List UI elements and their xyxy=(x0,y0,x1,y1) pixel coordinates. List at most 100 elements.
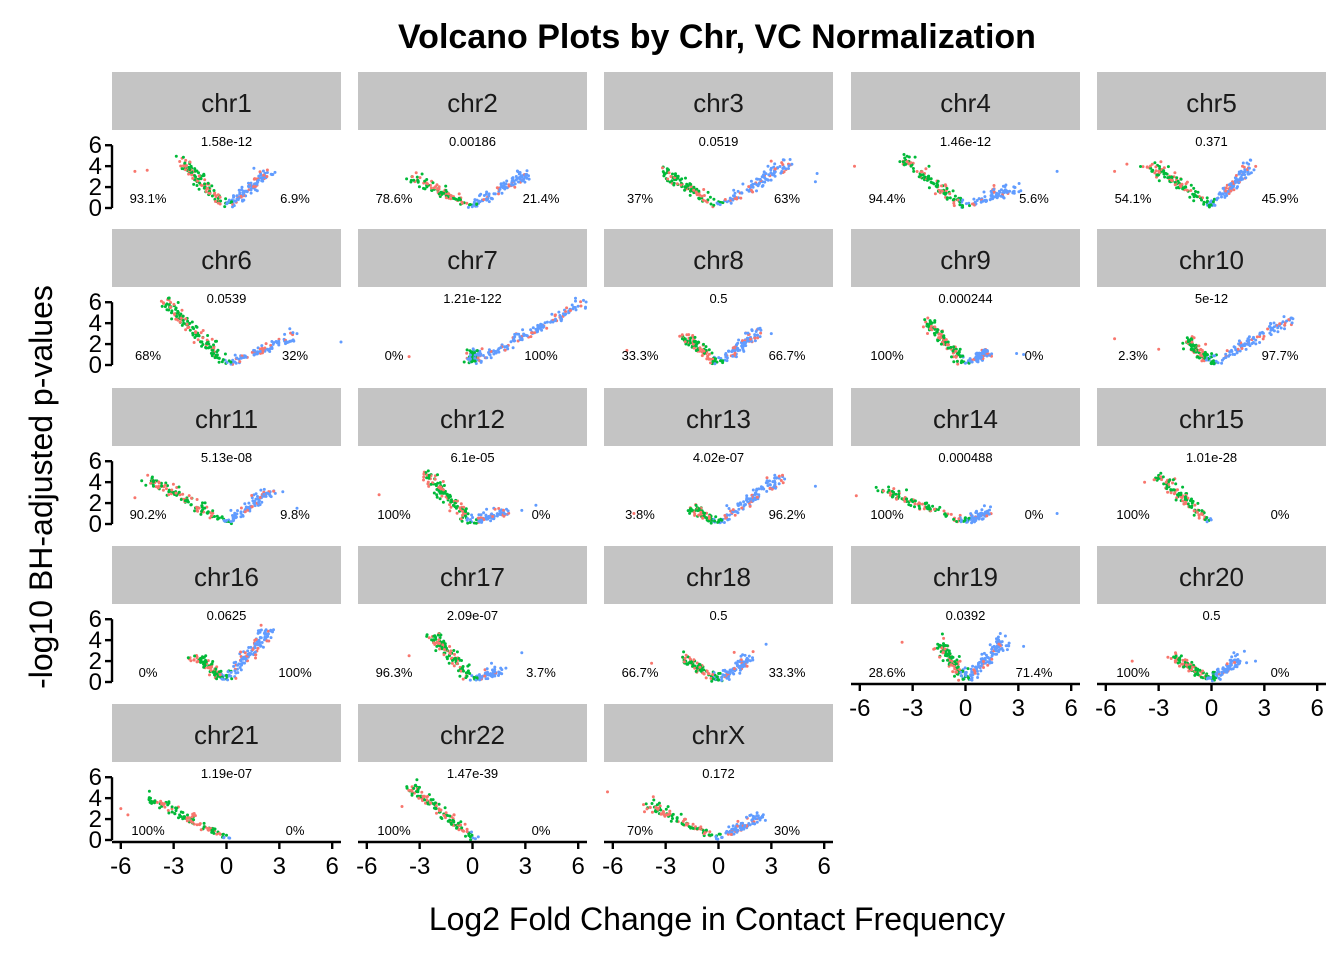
x-tick-label: 3 xyxy=(1012,695,1025,722)
data-point xyxy=(656,807,660,811)
data-point xyxy=(945,343,949,347)
x-tick-label: 0 xyxy=(712,853,725,880)
data-point xyxy=(272,489,276,493)
data-point xyxy=(243,651,247,655)
data-point xyxy=(728,196,732,200)
data-point xyxy=(988,643,992,647)
data-point xyxy=(678,334,682,338)
data-point xyxy=(405,177,409,181)
data-point xyxy=(943,183,947,187)
data-point xyxy=(1017,182,1021,185)
y-tick-label: 4 xyxy=(89,785,102,812)
data-point xyxy=(984,653,988,657)
data-point xyxy=(479,359,483,363)
data-point xyxy=(1247,166,1251,170)
data-point xyxy=(1159,160,1163,164)
data-point xyxy=(466,205,470,209)
data-point xyxy=(258,347,262,351)
data-point xyxy=(1189,189,1193,192)
data-point xyxy=(1231,667,1235,671)
data-point xyxy=(201,343,205,346)
data-point xyxy=(694,190,698,194)
data-point xyxy=(935,330,938,334)
data-point xyxy=(239,668,243,672)
data-point xyxy=(737,507,741,511)
data-point xyxy=(669,175,673,178)
data-point xyxy=(211,509,215,513)
data-point xyxy=(459,823,462,827)
data-point xyxy=(449,821,453,825)
data-point xyxy=(680,337,684,341)
data-point xyxy=(570,303,574,307)
data-point xyxy=(680,333,684,337)
data-point xyxy=(430,638,434,642)
data-point xyxy=(474,362,478,365)
data-point xyxy=(527,177,531,181)
data-point xyxy=(146,473,150,477)
data-point xyxy=(1247,341,1251,345)
data-point xyxy=(763,818,767,822)
data-point xyxy=(689,336,693,340)
data-point xyxy=(260,641,264,644)
data-point xyxy=(780,170,784,173)
facet-strip-label: chr7 xyxy=(447,245,498,275)
facet-right-percent: 0% xyxy=(532,507,551,522)
data-point xyxy=(933,325,937,329)
data-point xyxy=(454,506,458,510)
x-tick-label: 6 xyxy=(1311,695,1324,722)
data-point xyxy=(175,486,179,489)
data-point xyxy=(729,833,733,836)
data-point xyxy=(951,655,955,659)
data-point xyxy=(213,515,216,518)
data-point xyxy=(667,171,671,175)
data-point xyxy=(265,175,269,178)
data-point xyxy=(217,516,221,520)
data-point xyxy=(476,356,480,360)
data-point xyxy=(437,638,441,642)
data-point xyxy=(720,835,724,839)
data-point xyxy=(211,660,215,663)
data-point xyxy=(273,491,277,495)
data-point xyxy=(551,320,555,324)
data-point xyxy=(189,503,193,507)
data-point xyxy=(889,493,892,497)
data-point xyxy=(671,812,675,816)
data-point xyxy=(902,153,906,156)
data-point xyxy=(171,482,175,486)
facet-pvalue-label: 5e-12 xyxy=(1195,291,1228,306)
data-point xyxy=(140,479,144,483)
data-point xyxy=(1192,509,1196,513)
data-point xyxy=(952,201,956,205)
data-point xyxy=(1227,183,1231,187)
data-point xyxy=(416,178,420,182)
data-point xyxy=(748,814,752,817)
data-point xyxy=(743,824,747,828)
data-point xyxy=(766,164,770,168)
data-point xyxy=(429,482,433,486)
data-point xyxy=(979,514,983,518)
data-point xyxy=(979,664,983,668)
data-point xyxy=(683,188,687,192)
data-point xyxy=(160,304,164,308)
data-point xyxy=(126,813,130,817)
data-point xyxy=(176,311,180,315)
data-point xyxy=(713,519,717,523)
data-point xyxy=(1213,354,1216,358)
data-point xyxy=(1176,661,1180,665)
data-point xyxy=(750,329,754,333)
data-point xyxy=(711,360,715,363)
data-point xyxy=(251,648,255,651)
data-point xyxy=(720,518,724,522)
data-point xyxy=(1174,482,1178,486)
data-point xyxy=(771,173,775,177)
data-point xyxy=(727,675,731,679)
facet-right-percent: 0% xyxy=(1025,507,1044,522)
data-point xyxy=(790,162,794,166)
data-point xyxy=(1186,502,1190,506)
data-point xyxy=(938,644,942,648)
data-point xyxy=(458,674,462,678)
data-point xyxy=(236,663,240,667)
data-point xyxy=(944,191,948,195)
data-point xyxy=(975,669,979,673)
